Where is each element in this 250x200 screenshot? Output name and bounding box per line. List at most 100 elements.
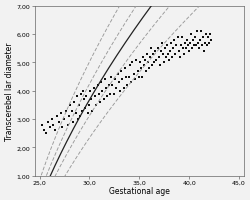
Point xyxy=(53,129,57,132)
Point xyxy=(47,126,51,129)
Point xyxy=(160,53,164,56)
Point xyxy=(94,104,98,107)
Point xyxy=(77,104,81,107)
Point xyxy=(97,92,101,96)
Point xyxy=(117,81,121,84)
Point xyxy=(172,53,176,56)
Point xyxy=(181,53,185,56)
Point xyxy=(202,42,206,45)
Point xyxy=(179,36,183,39)
Point xyxy=(182,42,186,45)
X-axis label: Gestational age: Gestational age xyxy=(108,186,169,195)
Point xyxy=(125,84,129,87)
Point xyxy=(128,64,132,68)
Point xyxy=(110,84,114,87)
Point xyxy=(152,62,156,65)
Point xyxy=(150,53,154,56)
Point xyxy=(193,45,197,48)
Point xyxy=(62,118,66,121)
Point xyxy=(84,95,88,98)
Point xyxy=(76,118,80,121)
Point xyxy=(124,76,128,79)
Point xyxy=(141,56,145,59)
Point xyxy=(144,53,148,56)
Point xyxy=(148,47,152,51)
Point xyxy=(180,47,184,51)
Point xyxy=(152,50,156,53)
Point xyxy=(81,90,85,93)
Point xyxy=(178,56,182,59)
Point xyxy=(189,47,193,51)
Point xyxy=(192,36,196,39)
Point xyxy=(132,73,136,76)
Point xyxy=(170,47,174,51)
Point xyxy=(67,115,71,118)
Point xyxy=(74,112,78,115)
Point xyxy=(146,67,150,70)
Point xyxy=(122,87,126,90)
Point xyxy=(178,45,182,48)
Point xyxy=(184,39,188,42)
Point xyxy=(148,56,152,59)
Point xyxy=(203,33,207,37)
Point xyxy=(138,62,142,65)
Point xyxy=(120,78,124,82)
Point xyxy=(60,126,64,129)
Point xyxy=(146,62,150,65)
Point xyxy=(168,50,172,53)
Point xyxy=(87,104,91,107)
Point xyxy=(208,39,212,42)
Point xyxy=(166,53,170,56)
Point xyxy=(137,76,141,79)
Point xyxy=(43,132,47,135)
Point xyxy=(176,50,180,53)
Point xyxy=(150,64,154,68)
Point xyxy=(123,67,127,70)
Point xyxy=(55,115,59,118)
Point xyxy=(143,59,147,62)
Point xyxy=(83,107,87,110)
Point xyxy=(158,64,162,68)
Point xyxy=(162,62,166,65)
Point xyxy=(176,36,180,39)
Point xyxy=(92,87,96,90)
Point xyxy=(66,123,70,127)
Point xyxy=(133,78,137,82)
Point xyxy=(204,45,208,48)
Point xyxy=(130,62,134,65)
Point xyxy=(105,95,109,98)
Point xyxy=(116,73,120,76)
Point xyxy=(201,50,205,53)
Point xyxy=(191,45,195,48)
Point xyxy=(64,109,68,113)
Point xyxy=(185,45,189,48)
Point xyxy=(71,121,75,124)
Point xyxy=(190,39,194,42)
Point xyxy=(156,56,160,59)
Point xyxy=(75,95,79,98)
Point xyxy=(170,56,173,59)
Point xyxy=(68,104,72,107)
Point xyxy=(96,84,100,87)
Point xyxy=(82,98,86,101)
Point xyxy=(160,42,164,45)
Point xyxy=(144,70,148,73)
Point xyxy=(164,56,168,59)
Point xyxy=(98,101,102,104)
Point xyxy=(79,92,83,96)
Point xyxy=(136,70,140,73)
Point xyxy=(207,33,211,37)
Point xyxy=(118,90,122,93)
Y-axis label: Transcerebel lar diameter: Transcerebel lar diameter xyxy=(5,42,14,140)
Point xyxy=(142,64,146,68)
Point xyxy=(109,76,113,79)
Point xyxy=(89,98,93,101)
Point xyxy=(127,76,131,79)
Point xyxy=(198,31,202,34)
Point xyxy=(70,109,74,113)
Point xyxy=(164,45,168,48)
Point xyxy=(104,87,108,90)
Point xyxy=(196,47,200,51)
Point xyxy=(172,39,175,42)
Point xyxy=(205,36,209,39)
